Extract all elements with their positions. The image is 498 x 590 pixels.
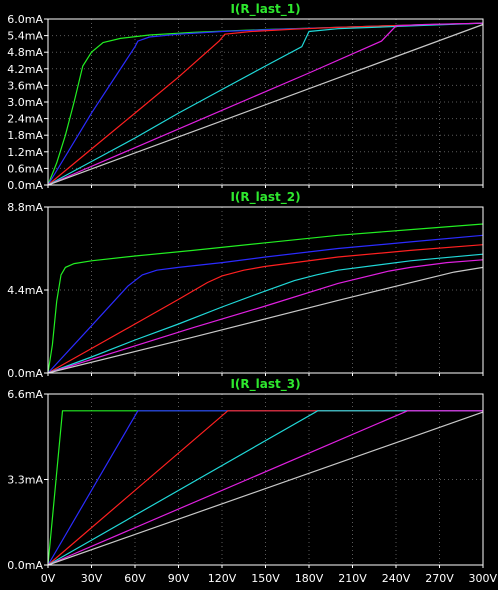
y-tick-label: 3.0mA	[7, 96, 43, 109]
trace-4	[47, 410, 483, 566]
x-tick-label: 270V	[425, 572, 454, 585]
y-tick-label: 8.8mA	[7, 201, 43, 214]
panel-title: I(R_last_1)	[230, 2, 300, 17]
y-tick-label: 3.6mA	[7, 79, 43, 92]
y-tick-label: 6.0mA	[7, 13, 43, 26]
x-tick-label: 210V	[338, 572, 367, 585]
y-tick-label: 0.0mA	[7, 367, 43, 380]
x-tick-label: 240V	[382, 572, 411, 585]
y-tick-label: 4.8mA	[7, 46, 43, 59]
grid-lines	[48, 207, 483, 373]
x-axis-labels: 0V 30V 60V 90V 120V 150V 180V 210V 240V 270V 300V	[41, 572, 498, 585]
y-tick-label: 6.6mA	[7, 388, 43, 401]
y-tick-label: 4.2mA	[7, 63, 43, 76]
panel-frame	[47, 206, 484, 374]
trace-6	[47, 411, 484, 566]
panel-1: 0.0mA 0.6mA 1.2mA 1.8mA 2.4mA 3.0mA 3.6mA 4.2mA…	[7, 2, 484, 192]
x-tick-label: 300V	[468, 572, 497, 585]
y-tick-label: 0.0mA	[7, 179, 43, 192]
x-tick-label: 60V	[124, 572, 146, 585]
x-tick-label: 0V	[41, 572, 56, 585]
panel-3: 0.0mA 3.3mA 6.6mA I(R_last_3)	[7, 377, 484, 572]
panel-title: I(R_last_3)	[230, 377, 300, 392]
trace-4	[47, 22, 484, 186]
grid-lines	[48, 394, 483, 565]
y-tick-label: 0.0mA	[7, 559, 43, 572]
y-tick-label: 1.2mA	[7, 146, 43, 159]
grid-lines	[48, 19, 483, 185]
x-tick-label: 120V	[208, 572, 237, 585]
trace-5	[47, 259, 484, 374]
trace-5	[47, 22, 484, 186]
y-tick-label: 5.4mA	[7, 30, 43, 43]
panel-2: 0.0mA 4.4mA 8.8mA I(R_last_2)	[7, 190, 484, 380]
trace-4	[47, 253, 484, 374]
y-tick-label: 4.4mA	[7, 284, 43, 297]
y-tick-label: 2.4mA	[7, 113, 43, 126]
x-tick-label: 180V	[295, 572, 324, 585]
panel-frame	[47, 393, 484, 566]
x-tick-label: 150V	[251, 572, 280, 585]
trace-2	[47, 234, 484, 374]
panel-title: I(R_last_2)	[230, 190, 300, 205]
trace-1	[47, 223, 484, 374]
trace-6	[47, 23, 484, 186]
y-tick-label: 1.8mA	[7, 129, 43, 142]
panel-frame	[47, 18, 484, 186]
x-tick-label: 90V	[168, 572, 190, 585]
trace-5	[47, 410, 483, 566]
y-tick-label: 3.3mA	[7, 474, 43, 487]
y-tick-label: 0.6mA	[7, 162, 43, 175]
trace-6	[47, 266, 484, 374]
trace-3	[47, 244, 484, 374]
x-tick-label: 30V	[81, 572, 103, 585]
trace-3	[47, 22, 484, 186]
